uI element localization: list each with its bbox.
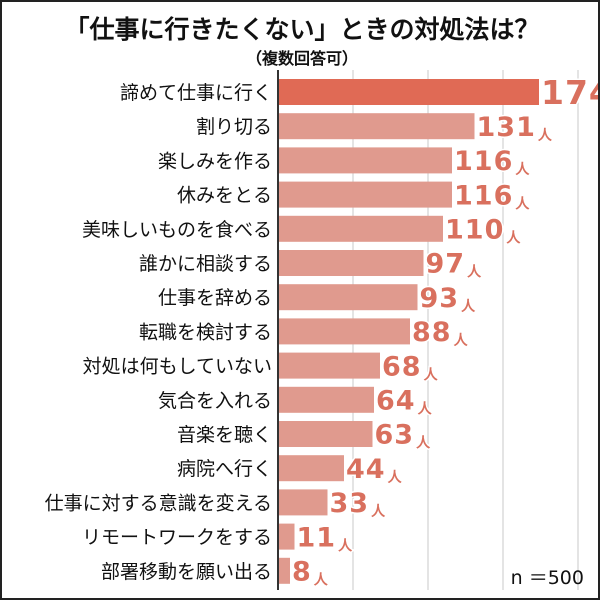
bar [278,318,410,345]
bar [278,386,374,413]
sample-size-note: n ＝500 [510,567,584,589]
data-label: 33 人 [330,488,387,520]
category-label: 美味しいものを食べる [82,219,272,241]
category-label: 仕事を辞める [158,287,272,309]
chart-title: 「仕事に行きたくない」ときの対処法は？ [64,15,540,44]
bar [278,79,539,105]
category-label: 諦めて仕事に行く [120,82,272,104]
bar [278,557,290,584]
category-label: 病院へ行く [177,458,272,480]
category-label: 部署移動を願い出る [101,561,272,583]
bar [278,421,373,447]
data-label: 11 人 [297,522,354,554]
data-label: 174人 [541,73,598,113]
data-label: 64 人 [376,386,433,418]
data-label: 88 人 [412,317,469,349]
bar [278,284,418,311]
category-label: 転職を検討する [139,321,272,343]
category-label: 仕事に対する意識を変える [45,492,272,514]
data-label: 63 人 [375,420,432,452]
data-label: 97 人 [426,249,483,281]
bar [278,215,443,242]
category-label: 楽しみを作る [158,150,272,172]
category-label: 休みをとる [177,185,272,207]
bar [278,181,452,208]
bar [278,113,475,140]
data-label: 131 人 [477,112,553,144]
bar [278,352,380,379]
category-label: 気合を入れる [158,390,272,412]
chart-subtitle: （複数回答可） [245,49,358,68]
category-label: 割り切る [196,116,272,138]
bar [278,147,452,174]
category-label: 音楽を聴く [177,424,272,446]
data-label: 93 人 [420,283,477,315]
category-label: 誰かに相談する [139,253,272,275]
data-label: 116 人 [454,146,530,178]
data-label: 44 人 [346,454,403,486]
category-label: リモートワークをする [82,527,272,549]
data-label: 68 人 [382,351,439,383]
bar [278,250,424,276]
data-label: 116 人 [454,180,530,212]
data-label: 110 人 [445,215,521,247]
bar [278,523,295,550]
bar [278,455,344,482]
bar [278,489,328,516]
category-label: 対処は何もしていない [83,356,272,378]
